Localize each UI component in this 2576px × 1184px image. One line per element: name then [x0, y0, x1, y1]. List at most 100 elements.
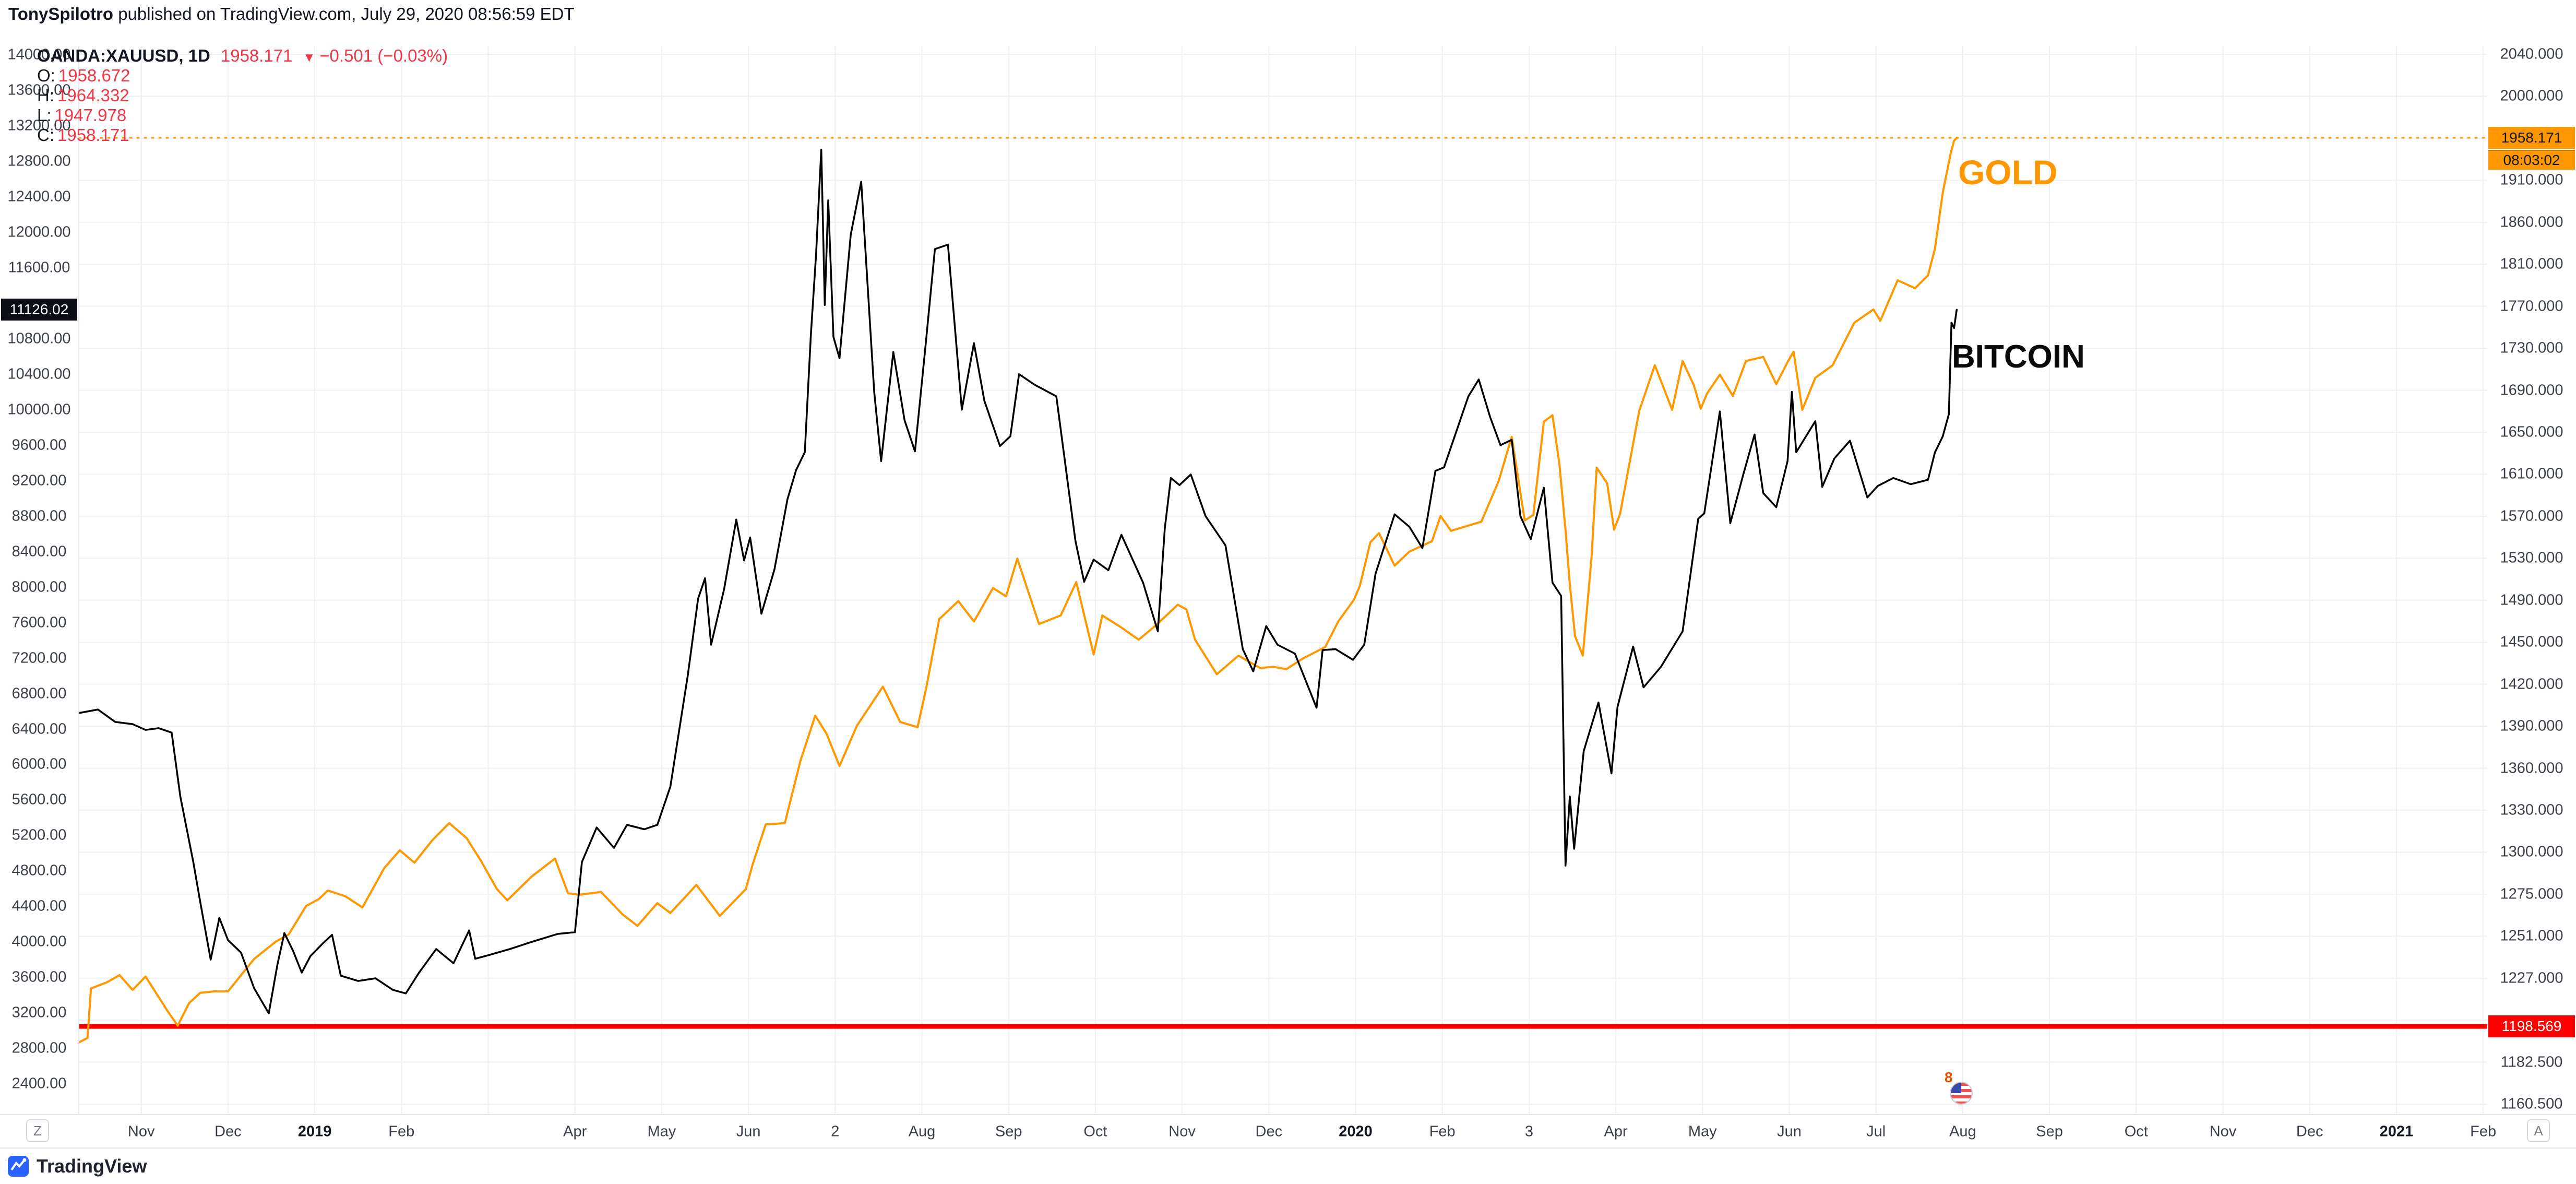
red-level-badge: 1198.569: [2488, 1015, 2575, 1037]
right-axis-label: 1910.000: [2500, 171, 2563, 188]
bitcoin-line: [78, 149, 1958, 1014]
left-axis-label: 5600.00: [11, 791, 67, 808]
left-axis-label: 4800.00: [11, 862, 67, 879]
time-axis-label: Dec: [214, 1123, 242, 1140]
author-name: TonySpilotro: [8, 4, 114, 23]
right-axis-label: 1770.000: [2500, 298, 2563, 315]
gold-line: [78, 137, 1958, 1044]
time-axis-label: Apr: [1604, 1123, 1628, 1140]
left-axis-label: 9200.00: [11, 472, 67, 489]
time-axis-label: Oct: [1083, 1123, 1107, 1140]
event-marker[interactable]: 8: [1943, 1069, 1980, 1107]
gold-series-label[interactable]: GOLD: [1958, 153, 2058, 192]
symbol-name[interactable]: OANDA:XAUUSD, 1D: [37, 46, 210, 65]
time-axis-label: Feb: [1429, 1123, 1456, 1140]
right-axis-label: 1182.500: [2500, 1053, 2563, 1071]
time-axis-label: 2019: [297, 1123, 332, 1140]
left-axis-label: 5200.00: [11, 826, 67, 844]
left-axis-label: 10000.00: [7, 401, 71, 418]
time-axis-label: Feb: [2470, 1123, 2497, 1140]
left-axis-border: [78, 46, 79, 1114]
time-axis-label: 2: [831, 1123, 840, 1140]
right-axis-label: 2000.000: [2500, 87, 2563, 104]
time-axis-label: Oct: [2124, 1123, 2148, 1140]
left-axis-label: 12000.00: [7, 223, 71, 241]
time-axis-label: Feb: [388, 1123, 415, 1140]
ohlc-high-key: H:: [37, 86, 55, 105]
left-axis-label: 2800.00: [11, 1039, 67, 1057]
left-axis-label: 8800.00: [11, 507, 67, 525]
right-axis-label: 1730.000: [2500, 339, 2563, 357]
left-axis-label: 13200.00: [7, 117, 71, 134]
left-axis-label: 6000.00: [11, 755, 67, 773]
right-axis-label: 2040.000: [2500, 45, 2563, 63]
time-axis-label: Jun: [1777, 1123, 1802, 1140]
time-axis-label: Nov: [127, 1123, 155, 1140]
left-axis-label: 7600.00: [11, 614, 67, 631]
tradingview-logo-icon[interactable]: [7, 1155, 29, 1177]
right-axis-label: 1650.000: [2500, 423, 2563, 441]
time-axis-label: Dec: [2296, 1123, 2323, 1140]
right-axis-label: 1360.000: [2500, 760, 2563, 776]
right-axis-label: 1330.000: [2500, 801, 2563, 819]
published-text: published on TradingView.com, July 29, 2…: [113, 4, 575, 23]
footer: TradingView: [0, 1147, 2576, 1184]
us-flag-icon: [1950, 1082, 1973, 1105]
flag-canton: [1951, 1083, 1961, 1093]
left-axis-label: 7200.00: [11, 649, 67, 666]
auto-scale-button[interactable]: A: [2527, 1119, 2550, 1142]
left-axis-label: 8000.00: [11, 578, 67, 596]
right-axis-label: 1530.000: [2500, 549, 2563, 566]
left-axis-label: 2400.00: [11, 1075, 67, 1092]
left-axis-label: 12400.00: [7, 188, 71, 205]
event-count: 8: [1945, 1069, 1953, 1085]
left-axis-label: 9600.00: [11, 436, 67, 454]
tradingview-wordmark[interactable]: TradingView: [37, 1155, 147, 1177]
ohlc-high-value: 1964.332: [57, 86, 129, 105]
btc-price-badge: 11126.02: [1, 299, 77, 321]
time-axis-label: May: [647, 1123, 676, 1140]
time-axis-label: Jun: [736, 1123, 761, 1140]
left-axis-label: 10800.00: [7, 330, 71, 347]
left-price-axis[interactable]: 11126.02 14000.00 13600.00 13200.00 12800.0…: [0, 0, 78, 1114]
time-axis[interactable]: Z A Nov Dec 2019 Feb Apr May Jun 2 Aug Sep Oct Nov D…: [0, 1114, 2576, 1147]
time-axis-label: Dec: [1255, 1123, 1283, 1140]
time-axis-label: Jul: [1866, 1123, 1886, 1140]
time-axis-label: Sep: [995, 1123, 1022, 1140]
right-axis-label: 1860.000: [2500, 214, 2563, 231]
bitcoin-series-label[interactable]: BITCOIN: [1952, 339, 2085, 375]
right-axis-label: 1251.000: [2500, 927, 2563, 944]
time-axis-label: Sep: [2036, 1123, 2063, 1140]
right-axis-label: 1420.000: [2500, 676, 2563, 693]
ohlc-open-value: 1958.672: [58, 66, 130, 85]
right-axis-label: 1227.000: [2500, 969, 2563, 987]
time-axis-label: Nov: [2209, 1123, 2237, 1140]
time-axis-label: Apr: [563, 1123, 587, 1140]
left-axis-label: 13600.00: [7, 81, 71, 99]
ohlc-low-value: 1947.978: [54, 105, 127, 125]
ohlc-close-value: 1958.171: [57, 125, 129, 145]
down-arrow-icon: ▼: [303, 51, 316, 65]
time-axis-label: Aug: [1949, 1123, 1976, 1140]
right-axis-label: 1690.000: [2500, 382, 2563, 398]
time-axis-label: 2021: [2379, 1123, 2414, 1140]
time-axis-label: Nov: [1168, 1123, 1196, 1140]
left-axis-label: 3200.00: [11, 1004, 67, 1021]
left-axis-label: 4000.00: [11, 933, 67, 950]
header: TonySpilotro published on TradingView.co…: [0, 0, 2576, 145]
last-price: 1958.171: [220, 46, 293, 65]
left-axis-label: 8400.00: [11, 543, 67, 560]
ohlc-close-key: C:: [37, 125, 55, 145]
right-price-axis[interactable]: 1958.171 08:03:02 1198.569 2040.000 2000.…: [2487, 0, 2576, 1114]
left-axis-label: 14000.00: [7, 46, 71, 63]
left-axis-label: 12800.00: [7, 152, 71, 170]
right-axis-label: 1450.000: [2500, 633, 2563, 650]
left-axis-label: 4400.00: [11, 897, 67, 915]
ohlc-low-key: L:: [37, 105, 52, 125]
countdown-badge: 08:03:02: [2488, 150, 2575, 170]
timezone-button[interactable]: Z: [26, 1119, 49, 1142]
left-axis-label: 6800.00: [11, 685, 67, 702]
right-axis-label: 1160.500: [2500, 1095, 2563, 1112]
right-axis-label: 1300.000: [2500, 843, 2563, 860]
